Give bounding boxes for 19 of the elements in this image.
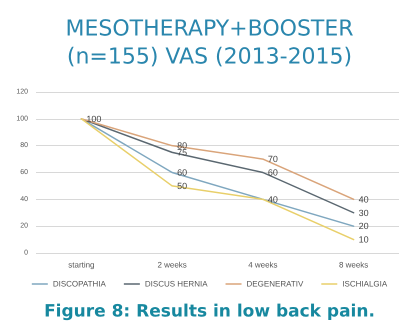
legend-label: DISCUS HERNIA xyxy=(144,280,208,288)
data-label: 40 xyxy=(268,194,278,204)
data-label: 70 xyxy=(268,154,278,164)
data-label: 60 xyxy=(177,168,188,178)
legend-label: DEGENERATIV xyxy=(246,280,304,288)
data-label: 30 xyxy=(358,208,369,218)
caption: Figure 8: Results in low back pain. xyxy=(44,302,375,322)
chart-title: MESOTHERAPY+BOOSTER (n=155) VAS (2013-2015) xyxy=(65,16,354,70)
data-label: 10 xyxy=(358,234,369,245)
data-label: 20 xyxy=(358,221,369,232)
legend-label: ISCHIALGIA xyxy=(342,280,388,288)
data-label: 100 xyxy=(86,114,102,124)
legend-label: DISCOPATHIA xyxy=(52,280,107,288)
data-label: 40 xyxy=(358,194,369,204)
x-tick-label: 4 weeks xyxy=(248,260,278,270)
x-tick-label: 8 weeks xyxy=(338,260,368,270)
x-tick-label: 2 weeks xyxy=(157,260,187,270)
x-tick-label: starting xyxy=(68,260,94,270)
data-label: 60 xyxy=(268,168,278,178)
